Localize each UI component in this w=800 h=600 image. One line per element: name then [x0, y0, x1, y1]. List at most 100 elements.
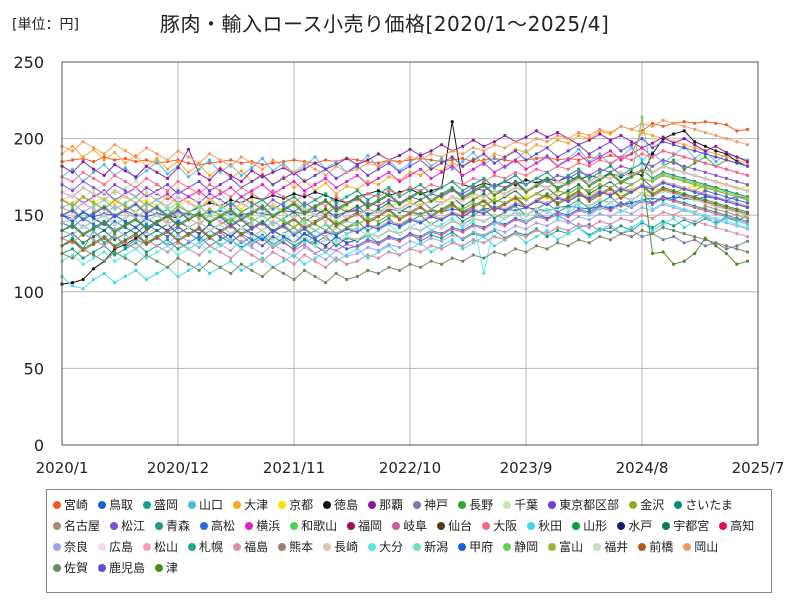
legend-item: 佐賀 [53, 557, 88, 578]
legend-label: 長野 [469, 498, 494, 512]
data-point [250, 179, 254, 184]
data-point [566, 210, 570, 214]
data-point [334, 201, 338, 205]
legend-marker [458, 500, 467, 509]
data-point [250, 166, 254, 170]
data-point [745, 212, 750, 216]
data-point [218, 183, 222, 187]
data-point [619, 196, 623, 200]
data-point [324, 250, 328, 254]
data-point [355, 219, 359, 223]
data-point [408, 201, 412, 205]
data-point [134, 262, 138, 266]
data-point [503, 164, 507, 168]
data-point [102, 173, 106, 177]
data-point [482, 227, 486, 231]
data-point [229, 248, 233, 252]
data-point [608, 187, 613, 191]
data-point [471, 190, 475, 194]
data-point [534, 213, 539, 217]
legend-marker [323, 500, 332, 509]
legend-label: 青森 [166, 519, 191, 533]
data-point [239, 268, 243, 272]
data-point [271, 265, 275, 269]
data-point [324, 181, 328, 185]
data-point [218, 235, 222, 239]
legend-item: 奈良 [53, 536, 88, 557]
data-point [629, 183, 634, 187]
data-point [682, 193, 686, 197]
data-point [165, 244, 170, 248]
data-point [113, 183, 117, 187]
data-point [482, 152, 486, 156]
data-point [302, 167, 307, 171]
data-point [144, 253, 148, 257]
data-point [450, 233, 454, 237]
data-point [334, 213, 338, 217]
data-point [619, 149, 623, 153]
legend-label: 甲府 [469, 540, 494, 554]
data-point [92, 196, 96, 200]
data-point [239, 218, 243, 222]
data-point [703, 176, 707, 180]
data-point [387, 170, 391, 174]
data-point [92, 222, 96, 226]
data-point [334, 164, 338, 168]
data-point [556, 164, 560, 168]
data-point [302, 241, 307, 245]
data-point [577, 204, 581, 208]
legend-label: 佐賀 [64, 561, 89, 575]
data-point [250, 169, 254, 173]
data-point [714, 149, 718, 153]
data-point [134, 268, 138, 272]
data-point [619, 170, 623, 174]
data-point [629, 175, 634, 179]
data-point [376, 164, 380, 168]
data-point [693, 183, 697, 187]
data-point [513, 186, 518, 190]
data-point [229, 158, 233, 162]
data-point [155, 190, 159, 194]
data-point [366, 198, 370, 202]
data-point [524, 167, 528, 171]
data-point [165, 183, 170, 187]
data-point [334, 238, 338, 242]
data-point [724, 155, 729, 159]
data-point [113, 222, 117, 226]
data-point [672, 143, 676, 147]
data-point [482, 195, 486, 199]
data-point [113, 192, 117, 196]
data-point [545, 178, 549, 182]
legend-label: 秋田 [538, 519, 563, 533]
data-point [239, 179, 243, 184]
data-point [155, 152, 159, 156]
data-point [165, 230, 170, 234]
data-point [218, 189, 222, 193]
data-point [113, 198, 117, 202]
data-point [345, 184, 349, 188]
legend-marker [53, 521, 61, 530]
data-point [281, 219, 286, 223]
data-point [197, 196, 201, 200]
data-point [619, 216, 623, 220]
data-point [461, 225, 465, 230]
data-point [144, 186, 148, 190]
data-point [324, 235, 328, 239]
data-point [693, 167, 697, 171]
data-point [471, 219, 475, 223]
data-point [313, 155, 317, 159]
data-point [482, 207, 486, 211]
data-point [123, 216, 127, 220]
data-point [376, 167, 380, 171]
unit-label: [単位：円] [12, 17, 79, 33]
legend-label: 徳島 [334, 498, 359, 512]
data-point [250, 227, 254, 231]
data-point [144, 250, 148, 254]
data-point [461, 207, 465, 211]
data-point [387, 189, 391, 193]
data-point [492, 183, 496, 187]
data-point [197, 219, 201, 223]
legend-item: 徳島 [323, 494, 358, 515]
data-point [492, 143, 496, 147]
data-point [250, 245, 254, 249]
